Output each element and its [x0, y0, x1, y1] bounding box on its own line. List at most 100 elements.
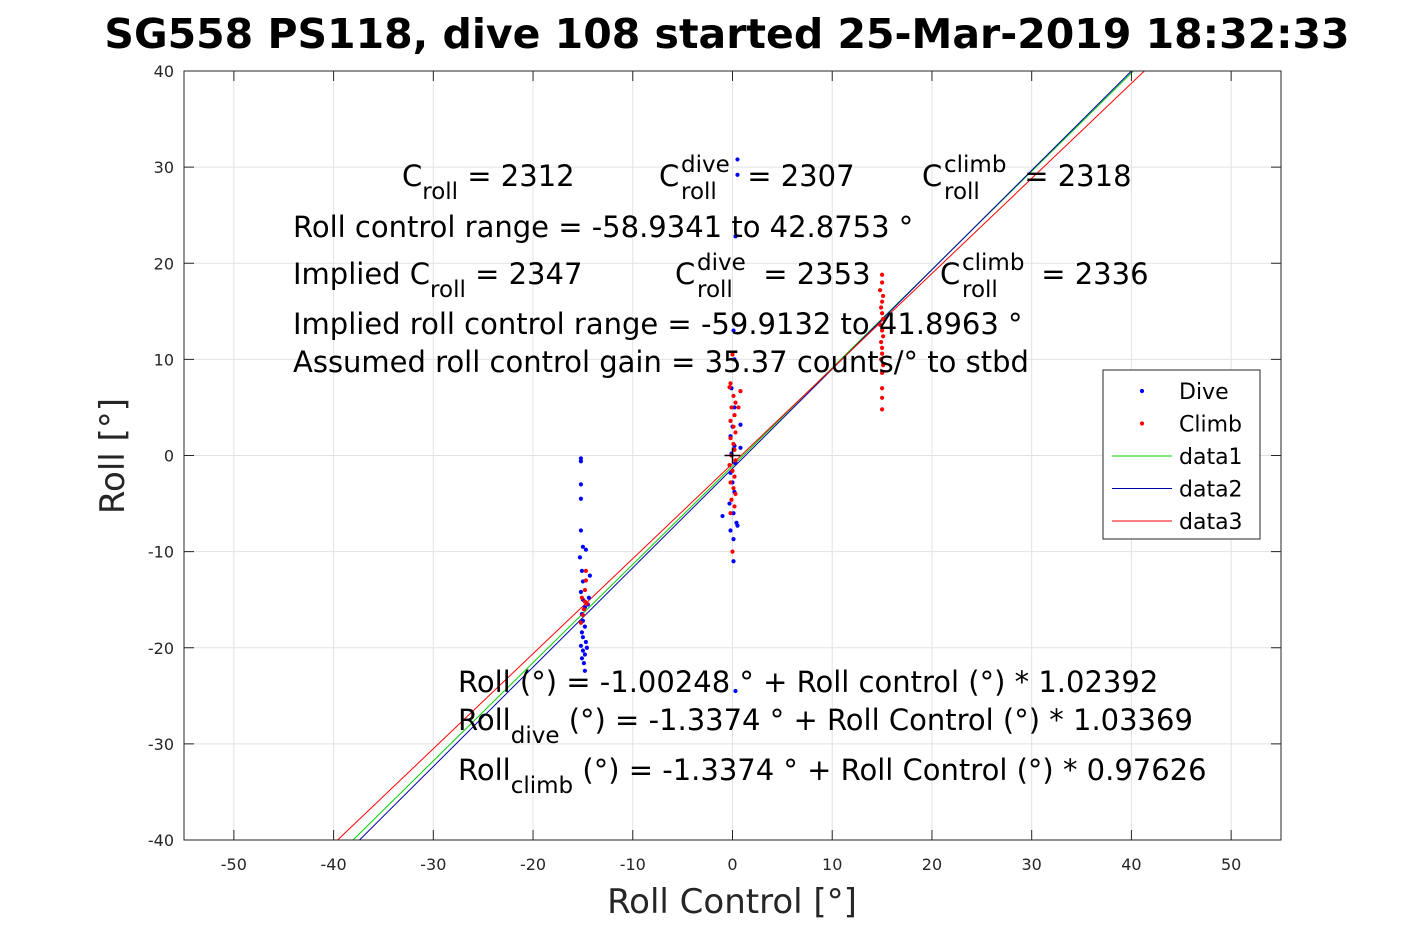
legend-label: data1 — [1179, 445, 1243, 470]
data-point-climb — [732, 474, 737, 479]
data-point-climb — [733, 491, 738, 497]
data-point-climb — [582, 587, 588, 593]
data-point-climb — [880, 334, 886, 339]
data-point-dive — [586, 595, 591, 600]
y-tick-label: 0 — [164, 447, 174, 466]
data-point-dive — [578, 643, 584, 648]
data-point-climb — [578, 620, 584, 625]
y-tick-label: -20 — [148, 639, 174, 658]
data-point-dive — [578, 496, 584, 501]
roll-fit-equation: Roll (°) = -1.00248 ° + Roll control (°)… — [458, 665, 1158, 699]
data-point-climb — [727, 385, 732, 390]
data-point-dive — [727, 501, 732, 506]
data-point-climb — [579, 595, 585, 600]
data-point-climb — [879, 272, 885, 277]
data-point-dive — [583, 639, 589, 645]
data-point-dive — [583, 547, 589, 552]
tick-marks — [184, 70, 1281, 841]
data-point-climb — [730, 549, 735, 554]
data-point-climb — [879, 386, 885, 391]
data-point-dive — [581, 661, 587, 666]
series-line-data2 — [359, 70, 1132, 841]
data-point-climb — [878, 339, 884, 345]
data-point-climb — [728, 381, 733, 386]
data-point-dive — [578, 459, 584, 464]
data-point-dive — [732, 405, 737, 410]
x-axis-label: Roll Control [°] — [607, 882, 857, 922]
y-tick-label: -10 — [148, 543, 174, 562]
data-point-dive — [578, 456, 584, 461]
data-point-climb — [580, 612, 586, 618]
legend-items: Dive Climb data1 data2 data3 — [1112, 380, 1243, 535]
x-tick-labels: -50 -40 -30 -20 -10 0 10 20 30 40 50 — [221, 855, 1242, 874]
x-tick-label: -10 — [620, 855, 646, 874]
legend-label: Dive — [1179, 380, 1229, 405]
x-tick-label: 20 — [922, 855, 942, 874]
data-point-climb — [879, 311, 885, 316]
data-point-climb — [582, 599, 588, 604]
series-line-data3 — [337, 70, 1145, 841]
data-point-dive — [735, 157, 740, 162]
data-point-climb — [728, 418, 733, 423]
legend-box — [1102, 369, 1261, 540]
data-point-climb — [879, 395, 885, 400]
data-point-climb — [733, 458, 738, 463]
y-axis-label: Roll [°] — [93, 398, 133, 514]
data-point-climb — [879, 345, 885, 350]
data-point-climb — [729, 405, 734, 410]
data-point-climb — [732, 413, 737, 418]
data-point-climb — [877, 322, 883, 327]
data-point-dive — [582, 624, 588, 629]
data-point-dive — [733, 688, 738, 694]
roll-control-gain-annotation: Assumed roll control gain = 35.37 counts… — [293, 345, 1029, 379]
y-tick-label: 30 — [154, 158, 174, 177]
y-tick-labels: -40 -30 -20 -10 0 10 20 30 40 — [148, 62, 174, 850]
implied-c-roll-annotation: Implied Croll = 2347 — [293, 257, 582, 303]
x-tick-label: -30 — [420, 855, 446, 874]
legend: Dive Climb data1 data2 data3 — [1102, 369, 1261, 540]
data-point-climb — [583, 578, 589, 583]
data-point-dive — [731, 559, 736, 564]
data-point-dive — [578, 528, 584, 533]
data-point-dive — [580, 544, 586, 549]
data-point-dive — [732, 357, 737, 362]
data-point-climb — [879, 407, 885, 412]
data-point-dive — [738, 445, 743, 450]
data-point-dive — [579, 656, 585, 661]
data-point-dive — [579, 568, 585, 573]
y-tick-label: 10 — [154, 350, 174, 369]
data-point-climb — [879, 299, 885, 304]
data-point-climb — [878, 305, 884, 310]
roll-control-range-annotation: Roll control range = -58.9341 to 42.8753… — [293, 210, 913, 244]
data-point-climb — [730, 352, 735, 357]
data-point-dive — [733, 461, 738, 466]
data-point-climb — [732, 447, 737, 452]
data-point-dive — [584, 645, 589, 650]
data-point-dive — [577, 555, 583, 560]
data-point-climb — [731, 486, 736, 491]
data-point-climb — [878, 357, 884, 362]
x-tick-label: -50 — [221, 855, 247, 874]
c-roll-dive-annotation: Cdive roll = 2307 — [659, 152, 855, 205]
data-point-dive — [578, 589, 584, 595]
c-roll-annotation: Croll = 2312 — [402, 159, 575, 205]
data-point-climb — [732, 504, 737, 509]
data-point-dive — [720, 513, 725, 519]
data-point-dive — [733, 234, 738, 239]
data-series — [337, 70, 1145, 841]
legend-label: data3 — [1179, 510, 1243, 535]
y-tick-label: 20 — [154, 254, 174, 273]
data-point-dive — [731, 537, 736, 542]
x-tick-label: -40 — [321, 855, 347, 874]
chart-title: SG558 PS118, dive 108 started 25-Mar-201… — [104, 10, 1349, 58]
data-point-climb — [728, 511, 733, 516]
data-point-dive — [582, 652, 588, 657]
x-tick-label: 30 — [1022, 855, 1042, 874]
legend-label: data2 — [1179, 478, 1243, 503]
data-point-climb — [731, 441, 736, 447]
data-point-dive — [728, 528, 733, 533]
data-point-climb — [733, 400, 738, 405]
data-point-dive — [731, 328, 736, 333]
data-point-climb — [736, 405, 741, 410]
